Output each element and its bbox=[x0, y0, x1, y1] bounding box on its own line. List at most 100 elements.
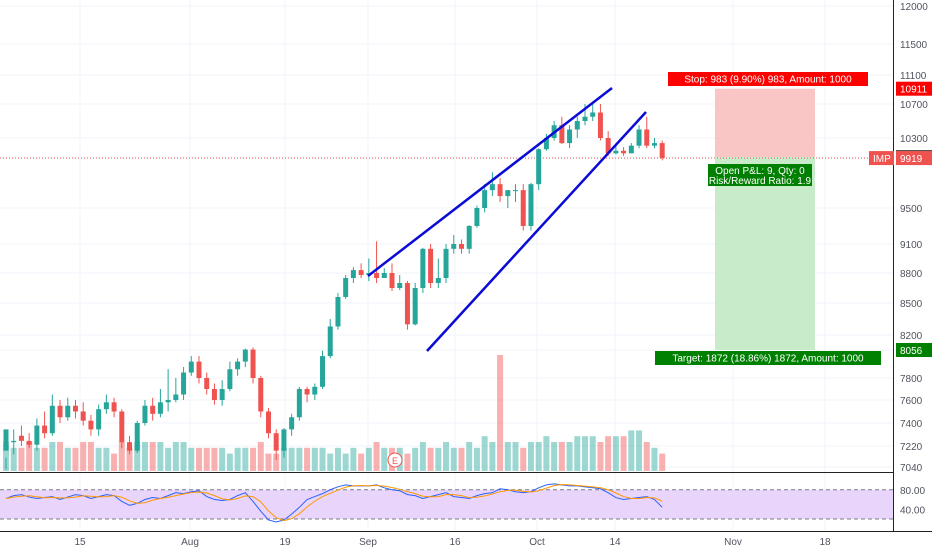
candle-body bbox=[258, 378, 264, 412]
y-tick-label: 11100 bbox=[900, 71, 927, 82]
y-tick-label: 7040 bbox=[900, 463, 923, 474]
candle-body bbox=[165, 400, 171, 403]
stop-price-badge: 10911 bbox=[900, 85, 928, 96]
volume-bar bbox=[373, 442, 380, 471]
candle-body bbox=[451, 244, 457, 249]
candle-body bbox=[528, 184, 534, 226]
y-tick-label: 7800 bbox=[900, 374, 923, 385]
volume-bar bbox=[582, 436, 588, 471]
candle-body bbox=[227, 369, 233, 389]
risk-reward-label: Risk/Reward Ratio: 1.9 bbox=[709, 176, 812, 187]
volume-bar bbox=[443, 442, 450, 471]
x-tick-label: 16 bbox=[449, 537, 461, 548]
candle-body bbox=[590, 112, 596, 117]
target-price-badge-bg bbox=[896, 343, 932, 357]
stop-price-badge-bg bbox=[896, 81, 932, 96]
candle-body bbox=[150, 405, 156, 414]
candle-body bbox=[88, 420, 94, 430]
volume-bar bbox=[651, 447, 658, 471]
candle-body bbox=[644, 129, 650, 146]
candle-body bbox=[80, 411, 86, 421]
volume-bar bbox=[95, 447, 102, 471]
target-price-badge: 8056 bbox=[900, 346, 923, 357]
symbol-tag-bg bbox=[869, 151, 894, 166]
x-tick-label: Sep bbox=[359, 537, 377, 548]
candle-body bbox=[327, 326, 333, 357]
volume-bar bbox=[481, 436, 488, 471]
volume-bar bbox=[319, 447, 326, 471]
volume-bar bbox=[551, 442, 558, 471]
volume-bar bbox=[558, 442, 565, 471]
candle-body bbox=[119, 411, 125, 443]
pnl-box-bg bbox=[708, 164, 812, 186]
x-tick-label: 14 bbox=[609, 537, 621, 548]
volume-bar bbox=[226, 453, 233, 471]
volume-bar bbox=[118, 442, 125, 471]
candle-body bbox=[543, 138, 549, 150]
volume-bar bbox=[334, 447, 341, 471]
y-tick-label: 10700 bbox=[900, 100, 928, 111]
x-tick-label: 19 bbox=[279, 537, 291, 548]
symbol-tag: IMP bbox=[873, 154, 891, 165]
volume-bar bbox=[196, 447, 202, 471]
candle-body bbox=[26, 440, 32, 445]
candle-body bbox=[659, 143, 665, 159]
target-label-bg bbox=[655, 351, 881, 365]
candle-body bbox=[582, 116, 588, 121]
candles: E bbox=[3, 104, 665, 470]
candle-body bbox=[250, 349, 256, 378]
candle-body bbox=[458, 244, 464, 249]
volume-bar bbox=[597, 442, 604, 471]
candle-body bbox=[34, 425, 40, 445]
volume-bars bbox=[3, 355, 666, 471]
volume-bar bbox=[80, 442, 87, 471]
candle-body bbox=[621, 150, 627, 154]
candle-body bbox=[335, 297, 341, 327]
candle-body bbox=[96, 409, 102, 430]
volume-bar bbox=[288, 447, 295, 471]
volume-bar bbox=[304, 447, 311, 471]
candle-body bbox=[381, 273, 387, 278]
volume-bar bbox=[33, 447, 40, 471]
volume-bar bbox=[126, 447, 133, 471]
y-tick-label: 7220 bbox=[900, 442, 923, 453]
candle-body bbox=[204, 378, 210, 389]
volume-bar bbox=[280, 447, 287, 471]
volume-bar bbox=[358, 453, 365, 471]
volume-bar bbox=[242, 447, 249, 471]
candle-body bbox=[397, 283, 403, 288]
volume-bar bbox=[412, 447, 419, 471]
y-tick-label: 11500 bbox=[900, 40, 928, 51]
candle-body bbox=[358, 270, 364, 275]
volume-bar bbox=[103, 447, 110, 471]
candle-body bbox=[628, 145, 634, 154]
candle-body bbox=[636, 129, 642, 146]
volume-bar bbox=[111, 453, 118, 471]
target-zone bbox=[715, 157, 815, 350]
volume-bar bbox=[26, 442, 33, 471]
position-labels: Stop: 983 (9.90%) 983, Amount: 1000 Targe… bbox=[655, 72, 881, 365]
candle-body bbox=[350, 270, 356, 278]
candle-body bbox=[420, 248, 426, 288]
candle-body bbox=[320, 356, 326, 387]
candle-body bbox=[181, 372, 187, 395]
candle-body bbox=[343, 278, 349, 297]
candle-body bbox=[513, 190, 519, 192]
volume-bar bbox=[612, 436, 619, 471]
rsi-pane bbox=[0, 483, 893, 523]
volume-bar bbox=[342, 453, 349, 471]
candle-body bbox=[273, 433, 279, 451]
volume-bar bbox=[520, 447, 527, 471]
candle-body bbox=[505, 190, 511, 197]
y-tick-label: 8800 bbox=[900, 269, 923, 280]
volume-bar bbox=[257, 442, 264, 471]
volume-bar bbox=[273, 453, 280, 471]
stop-label: Stop: 983 (9.90%) 983, Amount: 1000 bbox=[684, 75, 852, 86]
volume-bar bbox=[419, 442, 426, 471]
candle-body bbox=[404, 283, 410, 325]
volume-bar bbox=[134, 442, 141, 471]
candle-body bbox=[289, 417, 295, 430]
candle-body bbox=[219, 389, 225, 400]
volume-bar bbox=[504, 442, 511, 471]
